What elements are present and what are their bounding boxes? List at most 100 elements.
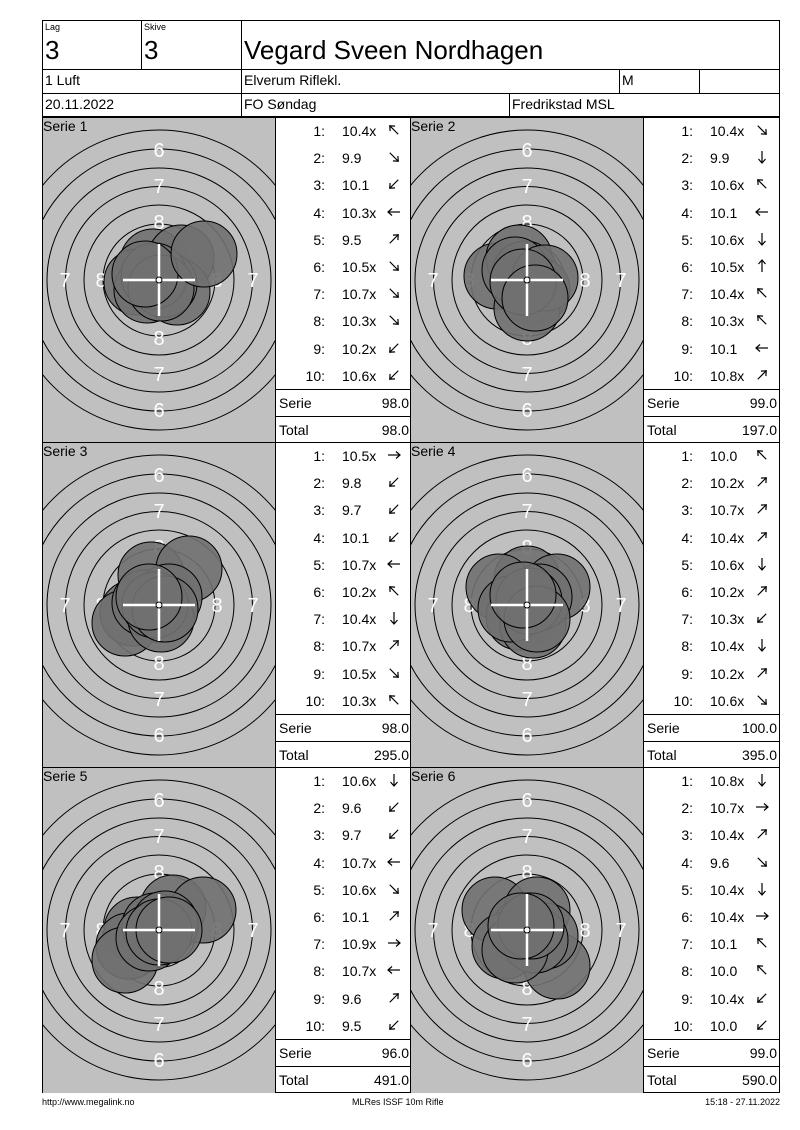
ring-number: 7 (521, 1014, 532, 1036)
gender-cell: M (620, 70, 700, 94)
shot-score: 10.6x (710, 231, 745, 248)
class-cell: 1 Luft (43, 70, 242, 94)
ring-number: 6 (521, 140, 532, 162)
club-text: Elverum Riflekl. (244, 72, 342, 88)
shot-score: 9.7 (342, 827, 362, 844)
shot-row: 8: 10.7x (276, 633, 411, 660)
direction-arrow-icon (757, 450, 767, 460)
direction-arrow-icon (387, 559, 400, 568)
gender-text: M (622, 72, 634, 88)
series-panel: 6677778888Serie 31:10.5x2:9.83:9.74:10.1… (42, 442, 411, 768)
shot-number: 2: (313, 475, 325, 492)
target-view: 6677778888Serie 3 (43, 443, 276, 768)
shot-number: 6: (313, 259, 325, 275)
shot-score: 10.4x (710, 827, 745, 844)
ring-number: 7 (427, 595, 438, 617)
target-ring (414, 167, 640, 393)
shot-row: 2: 10.7x (644, 795, 779, 822)
shot-row: 7: 10.4x (644, 281, 779, 308)
direction-arrow-icon (755, 343, 768, 352)
direction-arrow-icon (757, 288, 767, 298)
shot-number: 1: (681, 448, 693, 464)
direction-arrow-icon (388, 451, 401, 459)
shot-number: 9: (681, 990, 693, 1007)
shot-score: 10.6x (342, 881, 377, 898)
direction-arrow-icon (389, 125, 399, 135)
shot-score: 10.2x (710, 475, 745, 492)
shot-row: 1: 10.4x (644, 118, 779, 145)
class-text: 1 Luft (45, 72, 81, 88)
footer-timestamp: 15:18 - 27.11.2022 (705, 1097, 780, 1107)
series-sum-value: 99.0 (749, 395, 777, 411)
shot-score: 10.7x (342, 638, 377, 655)
running-total-row: Total 98.0 (276, 416, 411, 443)
center-dot (155, 601, 163, 609)
shot-row: 8: 10.4x (644, 633, 779, 660)
shot-row: 8: 10.0 (644, 958, 779, 985)
shot-row: 3: 9.7 (276, 822, 411, 849)
ring-number: 8 (153, 212, 164, 234)
shot-score: 10.4x (342, 611, 377, 628)
shot-row: 1: 10.6x (276, 768, 411, 795)
shot-list: 1: 10.5x 2: 9.8 3: 9.7 4: 10.1 5: 10.7x 6: 10.2x 7: 1… (276, 443, 411, 768)
shot-score: 10.7x (342, 286, 377, 303)
running-total-label: Total (647, 422, 677, 438)
series-label: Serie 1 (43, 118, 88, 134)
shot-number: 8: (681, 963, 693, 980)
shot-number: 3: (313, 827, 325, 844)
shot-row: 6: 10.1 (276, 904, 411, 931)
direction-arrow-icon (389, 233, 399, 244)
direction-arrow-icon (758, 151, 766, 165)
shot-number: 7: (313, 611, 325, 628)
venue-cell: Fredrikstad MSL (510, 94, 779, 116)
series-label: Serie 6 (411, 768, 456, 784)
center-dot (155, 926, 163, 934)
shot-row: 4: 10.4x (644, 525, 779, 552)
target-ring (411, 148, 643, 412)
series-sum-label: Serie (279, 1045, 312, 1061)
shot-list: 1: 10.4x 2: 9.9 3: 10.6x 4: 10.1 5: 10.6x 6: 10.5x 7… (644, 118, 779, 443)
shot-row: 7: 10.3x (644, 606, 779, 633)
ring-number: 7 (615, 920, 626, 942)
shot-row: 3: 10.6x (644, 172, 779, 199)
date-cell: 20.11.2022 (43, 94, 242, 116)
running-total-value: 491.0 (373, 1072, 409, 1088)
series-sum-row: Serie 99.0 (644, 389, 779, 416)
running-total-value: 197.0 (741, 422, 777, 438)
shot-score: 10.4x (710, 881, 745, 898)
shot-row: 9: 10.4x (644, 986, 779, 1013)
shot-number: 1: (681, 123, 693, 139)
ring-number: 7 (59, 270, 70, 292)
direction-arrow-icon (387, 966, 400, 975)
shot-number: 3: (313, 177, 325, 194)
ring-number: 6 (521, 400, 532, 422)
target-ring (65, 511, 253, 699)
shot-score: 10.5x (342, 259, 377, 275)
shot-row: 4: 10.7x (276, 850, 411, 877)
direction-arrow-icon (757, 992, 767, 1003)
shot-row: 6: 10.2x (276, 579, 411, 606)
shot-score: 10.1 (710, 204, 738, 221)
ring-number: 7 (153, 826, 164, 848)
shot-number: 3: (313, 502, 325, 519)
direction-arrow-icon (389, 586, 399, 596)
shot-row: 2: 9.9 (644, 145, 779, 172)
footer-url[interactable]: http://www.megalink.no (42, 1097, 135, 1107)
direction-arrow-icon (389, 1020, 399, 1030)
running-total-label: Total (279, 422, 309, 438)
direction-arrow-icon (758, 639, 766, 653)
shot-number: 2: (681, 475, 693, 492)
shot-score: 10.5x (710, 259, 745, 275)
target-ring (451, 854, 603, 1006)
shot-hit (489, 561, 557, 629)
shot-number: 7: (681, 936, 693, 953)
shot-number: 5: (313, 881, 325, 898)
shot-number: 5: (313, 556, 325, 573)
shot-score: 10.2x (342, 584, 377, 600)
target-ring (433, 186, 621, 374)
shot-number: 7: (681, 286, 693, 303)
shot-score: 10.7x (342, 556, 377, 573)
shot-score: 10.3x (342, 692, 377, 709)
shot-number: 2: (313, 150, 325, 167)
target-graphic: 6677778888 (43, 443, 275, 768)
